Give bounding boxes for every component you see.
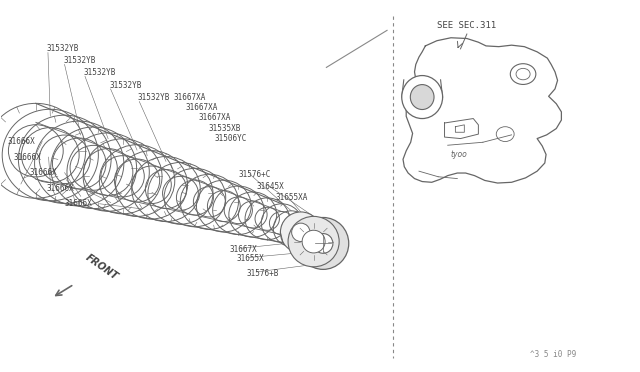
Ellipse shape xyxy=(292,223,310,241)
Text: 31667XA: 31667XA xyxy=(186,103,218,112)
Text: ^3 5 i0 P9: ^3 5 i0 P9 xyxy=(530,350,576,359)
Text: 31655XA: 31655XA xyxy=(275,193,308,202)
Text: 31576+C: 31576+C xyxy=(238,170,271,179)
Text: 31645X: 31645X xyxy=(256,182,284,190)
Text: 31666X: 31666X xyxy=(13,153,41,161)
Text: 31532YB: 31532YB xyxy=(47,44,79,53)
Text: 31532YB: 31532YB xyxy=(63,56,95,65)
Ellipse shape xyxy=(510,64,536,84)
Polygon shape xyxy=(36,103,282,242)
Ellipse shape xyxy=(288,217,339,267)
Text: 31667XA: 31667XA xyxy=(173,93,205,102)
Text: 31532YB: 31532YB xyxy=(138,93,170,102)
Ellipse shape xyxy=(402,76,443,119)
Text: 31535XB: 31535XB xyxy=(208,124,241,133)
Text: 31667XA: 31667XA xyxy=(198,113,231,122)
Text: SEE SEC.311: SEE SEC.311 xyxy=(437,21,497,31)
Text: 31667X: 31667X xyxy=(229,244,257,253)
Ellipse shape xyxy=(314,234,333,253)
Text: 31666X: 31666X xyxy=(29,168,57,177)
Ellipse shape xyxy=(410,84,434,109)
Text: 31532YB: 31532YB xyxy=(84,68,116,77)
Text: 31655X: 31655X xyxy=(237,254,265,263)
Text: 31506YC: 31506YC xyxy=(214,134,247,143)
Text: FRONT: FRONT xyxy=(84,253,120,282)
Ellipse shape xyxy=(280,212,321,253)
Ellipse shape xyxy=(298,218,349,269)
Text: 31666X: 31666X xyxy=(47,184,74,193)
Text: 31666X: 31666X xyxy=(65,199,92,208)
Ellipse shape xyxy=(302,230,325,253)
Text: 31666X: 31666X xyxy=(7,137,35,146)
Text: tyoo: tyoo xyxy=(451,150,468,160)
Text: 31576+B: 31576+B xyxy=(246,269,279,278)
Text: 31532YB: 31532YB xyxy=(109,81,141,90)
